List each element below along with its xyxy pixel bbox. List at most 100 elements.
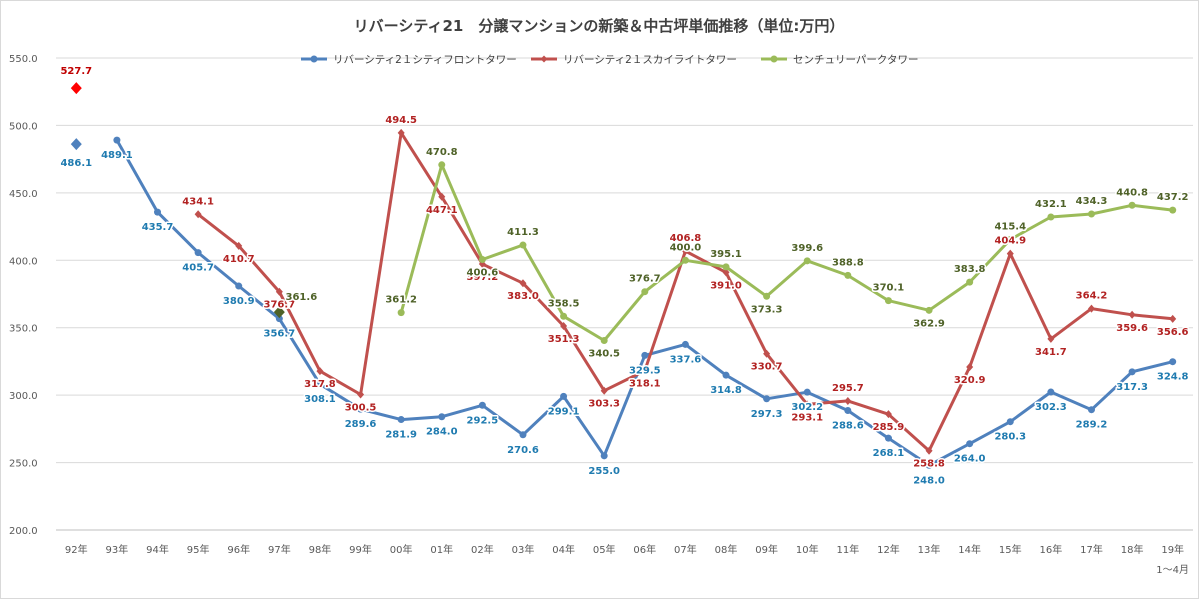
data-point <box>560 321 568 330</box>
x-tick-label: 04年 <box>552 543 575 556</box>
data-point <box>763 395 771 403</box>
series-3 <box>397 161 1177 345</box>
data-point <box>1087 304 1095 313</box>
data-label: 358.5 <box>548 298 580 309</box>
data-label: 527.7 <box>60 66 92 77</box>
data-label: 489.1 <box>101 150 133 161</box>
data-label: 264.0 <box>954 454 986 465</box>
data-point <box>194 249 202 257</box>
data-point <box>884 297 892 305</box>
data-point <box>600 386 608 395</box>
x-tick-label: 06年 <box>633 543 656 556</box>
data-point <box>722 268 730 277</box>
data-point <box>600 337 608 345</box>
data-label: 288.6 <box>832 421 864 432</box>
series-line <box>399 163 1173 342</box>
data-label: 415.4 <box>994 222 1026 233</box>
y-tick-label: 500.0 <box>9 121 38 132</box>
data-label: 356.7 <box>264 329 296 340</box>
data-label: 302.3 <box>1035 402 1067 413</box>
data-point <box>113 136 121 144</box>
data-label: 391.0 <box>710 280 742 291</box>
data-point <box>519 241 527 249</box>
data-label: 400.0 <box>670 242 702 253</box>
y-tick-label: 400.0 <box>9 256 38 267</box>
data-point <box>803 400 811 409</box>
legend-marker <box>310 55 318 63</box>
data-point <box>681 247 689 256</box>
data-point <box>681 340 689 348</box>
data-point <box>1169 206 1177 214</box>
y-tick-label: 450.0 <box>9 189 38 200</box>
y-tick-label: 250.0 <box>9 459 38 470</box>
special-point <box>70 82 82 95</box>
data-label: 411.3 <box>507 227 539 238</box>
data-label: 364.2 <box>1076 291 1108 302</box>
data-label: 383.8 <box>954 264 986 275</box>
data-label: 248.0 <box>913 475 945 486</box>
x-tick-label: 98年 <box>309 543 332 556</box>
data-label: 399.6 <box>791 243 823 254</box>
data-label: 373.3 <box>751 304 783 315</box>
data-label: 395.1 <box>710 249 742 260</box>
chart-title: リバーシティ21 分譲マンションの新築＆中古坪単価推移（単位:万円） <box>354 17 845 35</box>
data-label: 341.7 <box>1035 347 1067 358</box>
y-tick-label: 550.0 <box>9 54 38 65</box>
data-label: 258.8 <box>913 459 945 470</box>
data-point <box>600 452 608 460</box>
x-tick-label: 18年 <box>1121 543 1144 556</box>
data-label: 329.5 <box>629 365 661 376</box>
data-point <box>357 405 365 413</box>
data-label: 494.5 <box>385 115 417 126</box>
data-label: 299.1 <box>548 406 580 417</box>
x-tick-label: 96年 <box>227 543 250 556</box>
data-label: 362.9 <box>913 318 945 329</box>
data-point <box>1047 388 1055 396</box>
data-point <box>397 309 405 317</box>
data-point <box>641 351 649 359</box>
data-label: 388.8 <box>832 257 864 268</box>
data-label: 320.9 <box>954 375 986 386</box>
data-label: 337.6 <box>670 354 702 365</box>
data-label: 351.3 <box>548 334 580 345</box>
data-point <box>722 371 730 379</box>
axis-layer: 200.0 250.0 300.0 350.0 400.0 450.0 500.0 550.0… <box>9 54 1193 556</box>
data-point <box>275 315 283 323</box>
data-point <box>1087 406 1095 414</box>
x-tick-label: 14年 <box>958 543 981 556</box>
y-tick-label: 200.0 <box>9 526 38 537</box>
series-1 <box>113 136 1177 469</box>
data-point <box>763 292 771 300</box>
data-point <box>681 256 689 264</box>
data-label: 434.3 <box>1076 196 1108 207</box>
data-label: 295.7 <box>832 383 864 394</box>
x-tick-label: 00年 <box>390 543 413 556</box>
data-label: 268.1 <box>873 448 905 459</box>
data-label: 404.9 <box>994 236 1026 247</box>
legend-label: リバーシティ2１シティフロントタワー <box>333 54 517 66</box>
x-tick-label: 16年 <box>1040 543 1063 556</box>
data-point <box>884 434 892 442</box>
data-label: 318.1 <box>629 379 661 390</box>
data-point <box>1128 368 1136 376</box>
x-tick-label: 03年 <box>512 543 535 556</box>
x-tick-label: 15年 <box>999 543 1022 556</box>
x-tick-label: 05年 <box>593 543 616 556</box>
data-label: 284.0 <box>426 427 458 438</box>
data-point <box>275 287 283 296</box>
data-point <box>641 366 649 375</box>
data-point <box>235 241 243 250</box>
series-layer <box>70 82 1177 469</box>
data-point <box>397 416 405 424</box>
data-point <box>1047 334 1055 343</box>
legend-label: センチュリーパークタワー <box>793 54 918 66</box>
data-label: 361.6 <box>286 292 318 303</box>
data-point <box>478 401 486 409</box>
data-label: 303.3 <box>588 399 620 410</box>
x-tick-label: 97年 <box>268 543 291 556</box>
data-label: 447.1 <box>426 205 458 216</box>
data-label: 356.6 <box>1157 327 1189 338</box>
data-label: 302.2 <box>791 402 823 413</box>
data-point <box>1006 249 1014 258</box>
data-point <box>519 279 527 288</box>
